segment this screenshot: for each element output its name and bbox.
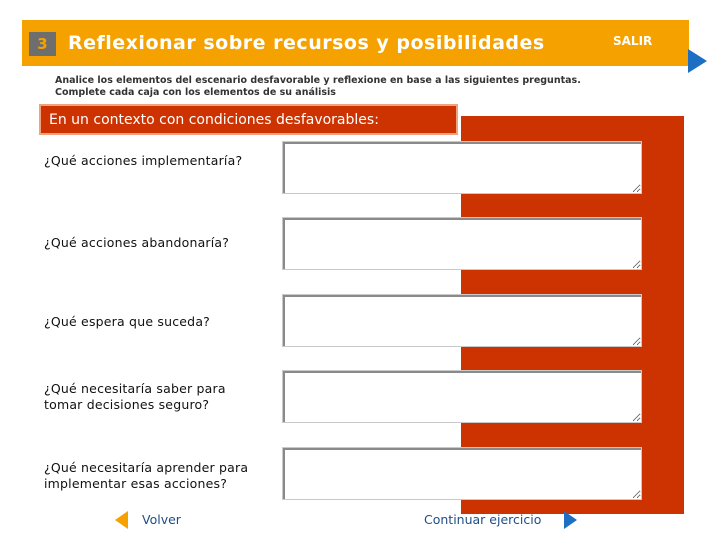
context-label: En un contexto con condiciones desfavora…: [49, 112, 379, 128]
arrow-left-icon[interactable]: [115, 511, 128, 529]
answer-field-4[interactable]: [282, 370, 642, 423]
question-label-2: ¿Qué acciones abandonaría?: [44, 235, 230, 250]
page-title: Reflexionar sobre recursos y posibilidad…: [68, 32, 545, 54]
answer-field-3[interactable]: [282, 294, 642, 347]
arrow-right-icon[interactable]: [564, 511, 577, 529]
question-label-4: ¿Qué necesitaría saber para tomar decisi…: [44, 381, 226, 412]
question-label-5: ¿Qué necesitaría aprender para implement…: [44, 460, 249, 491]
instructions-line-1: Analice los elementos del escenario desf…: [55, 75, 581, 86]
context-banner: En un contexto con condiciones desfavora…: [41, 106, 456, 133]
arrow-right-icon[interactable]: [688, 49, 707, 73]
continue-exercise-button[interactable]: Continuar ejercicio: [424, 512, 542, 527]
instructions-line-2: Complete cada caja con los elementos de …: [55, 87, 336, 98]
step-number-badge: 3: [29, 32, 56, 56]
answer-field-2[interactable]: [282, 217, 642, 270]
question-label-3: ¿Qué espera que suceda?: [44, 314, 211, 329]
answer-field-1[interactable]: [282, 141, 642, 194]
exit-button[interactable]: SALIR: [613, 34, 653, 48]
header-bar: 3 Reflexionar sobre recursos y posibilid…: [22, 20, 707, 73]
instructions: Analice los elementos del escenario desf…: [55, 75, 655, 99]
question-label-1: ¿Qué acciones implementaría?: [44, 153, 243, 168]
back-button[interactable]: Volver: [142, 512, 181, 527]
answer-field-5[interactable]: [282, 447, 642, 500]
